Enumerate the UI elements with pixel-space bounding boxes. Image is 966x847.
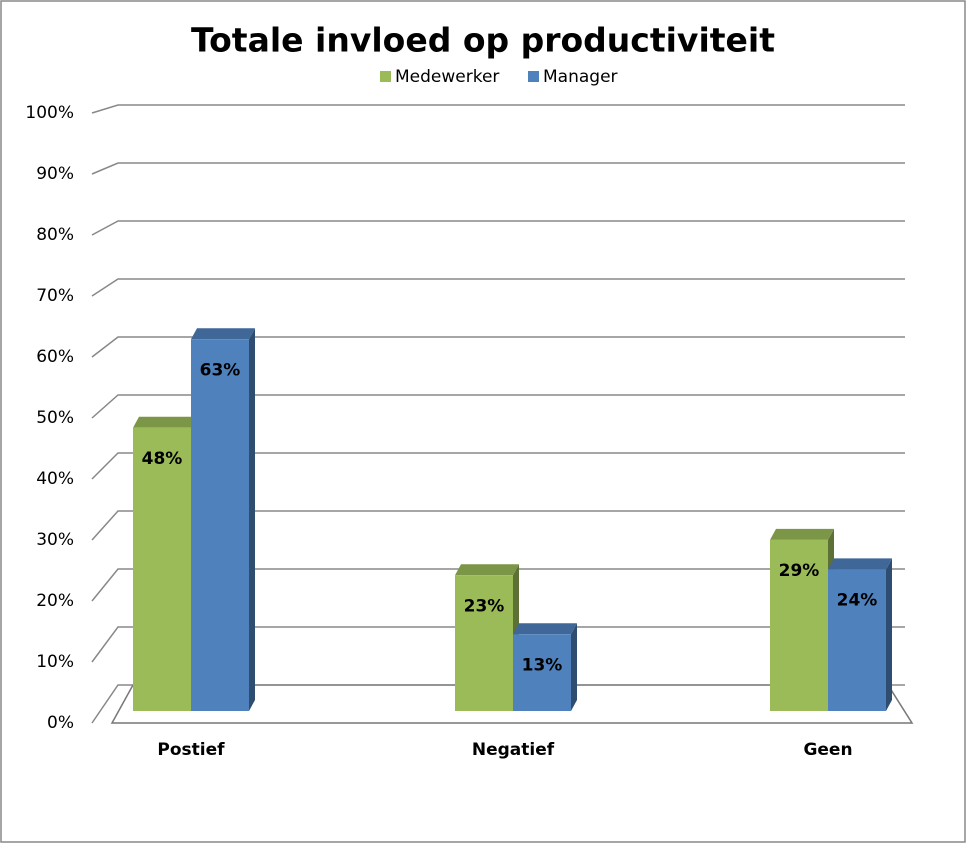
grid-line	[91, 568, 905, 602]
bar-top	[455, 564, 519, 576]
grid-line	[91, 162, 905, 175]
legend-label: Manager	[543, 67, 618, 87]
y-tick-label: 30%	[36, 530, 74, 550]
bar-top	[828, 558, 892, 570]
y-tick-label: 80%	[36, 225, 74, 245]
bar-side	[571, 623, 577, 711]
data-label: 24%	[837, 590, 878, 610]
y-tick-label: 0%	[47, 713, 74, 733]
bar-top	[513, 623, 577, 635]
bar-front	[828, 569, 886, 711]
legend-label: Medewerker	[395, 67, 499, 87]
bar-front	[770, 539, 828, 711]
bar-front	[191, 339, 249, 711]
bar	[455, 564, 519, 711]
bar-side	[249, 328, 255, 711]
y-tick-label: 60%	[36, 347, 74, 367]
bar-top	[191, 328, 255, 340]
bar-top	[133, 416, 197, 428]
bar-top	[770, 528, 834, 540]
bar	[513, 623, 577, 711]
grid-line	[91, 220, 905, 236]
grid-line	[91, 452, 905, 480]
grid-line	[91, 394, 905, 419]
bar	[191, 328, 255, 711]
bar	[828, 558, 892, 711]
grid-line	[91, 510, 905, 541]
bar-front	[455, 575, 513, 711]
y-tick-label: 100%	[25, 103, 74, 123]
y-tick-label: 70%	[36, 286, 74, 306]
bar-front	[133, 427, 191, 711]
grid-line	[91, 104, 905, 114]
bar-front	[513, 634, 571, 711]
data-label: 23%	[464, 596, 505, 616]
y-tick-label: 90%	[36, 164, 74, 184]
bar	[770, 528, 834, 711]
grid-line	[91, 684, 905, 724]
x-tick-label: Postief	[157, 740, 225, 760]
y-tick-label: 50%	[36, 408, 74, 428]
y-tick-label: 20%	[36, 591, 74, 611]
legend-swatch	[380, 71, 391, 82]
data-label: 29%	[779, 561, 820, 581]
x-tick-label: Geen	[803, 740, 852, 760]
data-label: 63%	[200, 360, 241, 380]
data-label: 48%	[142, 449, 183, 469]
grid-line	[91, 626, 905, 663]
chart-title: Totale invloed op productiviteit	[191, 21, 775, 60]
data-label: 13%	[522, 655, 563, 675]
y-tick-label: 40%	[36, 469, 74, 489]
x-tick-label: Negatief	[472, 740, 555, 760]
grid-line	[91, 336, 905, 358]
grid-line	[91, 278, 905, 297]
bar-side	[886, 558, 892, 711]
y-tick-label: 10%	[36, 652, 74, 672]
legend-swatch	[528, 71, 539, 82]
